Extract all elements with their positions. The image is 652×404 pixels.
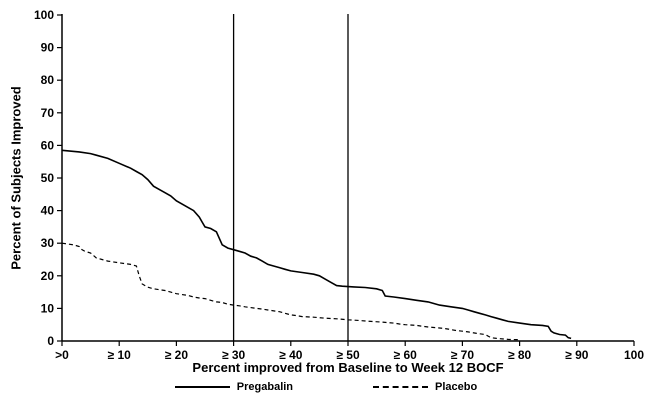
x-tick-label: 100 xyxy=(624,348,644,362)
x-tick-label: >0 xyxy=(55,348,69,362)
x-tick-label: ≥ 70 xyxy=(451,348,475,362)
y-tick-label: 50 xyxy=(41,171,55,185)
y-tick-label: 40 xyxy=(41,204,55,218)
placebo-line-sample xyxy=(373,386,429,388)
legend-label-pregabalin: Pregabalin xyxy=(236,381,294,393)
x-tick-label: ≥ 40 xyxy=(279,348,303,362)
legend-item-pregabalin: Pregabalin xyxy=(174,381,294,393)
series-line-pregabalin xyxy=(61,149,572,340)
x-tick-label: ≥ 20 xyxy=(165,348,189,362)
y-axis-title: Percent of Subjects Improved xyxy=(8,86,24,270)
y-tick-label: 100 xyxy=(34,8,54,22)
x-tick-label: ≥ 90 xyxy=(565,348,589,362)
pregabalin-line-sample xyxy=(174,386,230,388)
x-tick-label: ≥ 50 xyxy=(336,348,360,362)
y-tick-label: 80 xyxy=(41,73,55,87)
y-tick-label: 20 xyxy=(41,269,55,283)
y-tick-label: 10 xyxy=(41,301,55,315)
x-tick-label: ≥ 80 xyxy=(508,348,532,362)
legend: Pregabalin Placebo xyxy=(0,381,652,393)
x-tick-label: ≥ 30 xyxy=(222,348,246,362)
y-tick-label: 70 xyxy=(41,106,55,120)
x-tick-label: ≥ 10 xyxy=(108,348,132,362)
y-tick-label: 0 xyxy=(47,334,54,348)
x-tick-label: ≥ 60 xyxy=(394,348,418,362)
legend-item-placebo: Placebo xyxy=(373,381,477,393)
legend-label-placebo: Placebo xyxy=(435,381,478,393)
y-tick-label: 30 xyxy=(41,236,55,250)
y-tick-label: 90 xyxy=(41,41,55,55)
x-axis-title: Percent improved from Baseline to Week 1… xyxy=(192,360,504,375)
y-tick-label: 60 xyxy=(41,138,55,152)
series-line-placebo xyxy=(61,242,520,341)
